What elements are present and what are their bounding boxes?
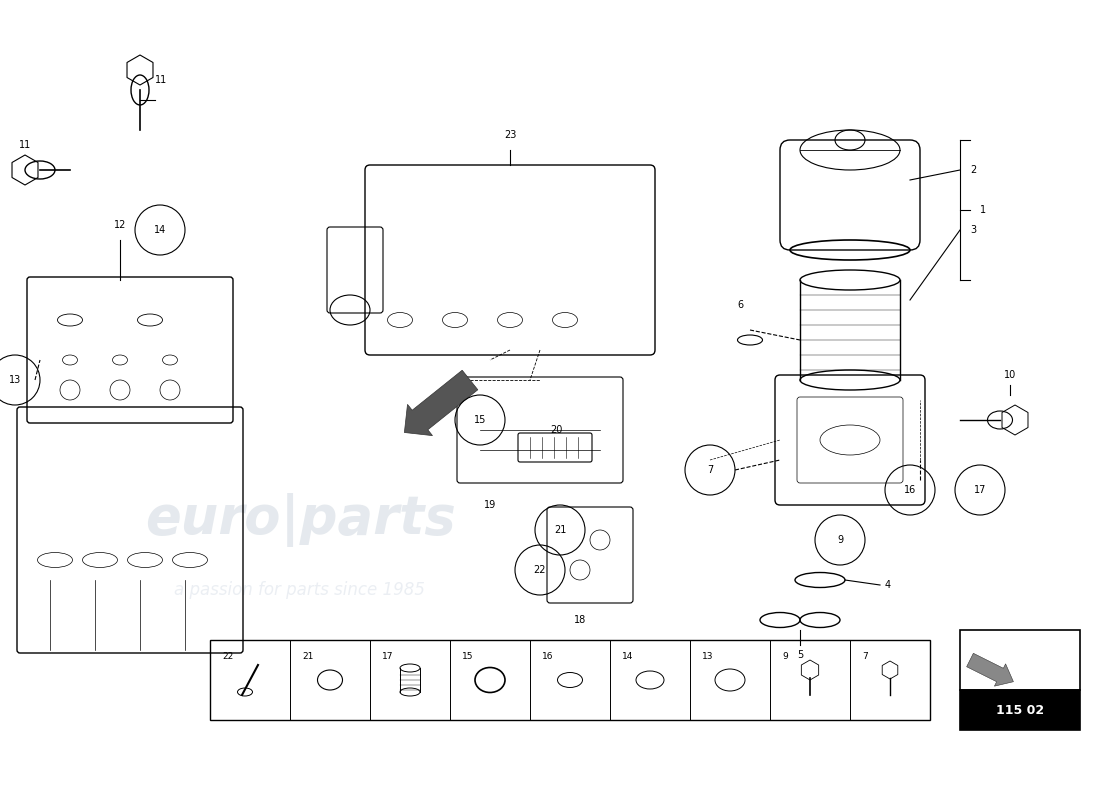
Text: 1: 1 — [980, 205, 986, 215]
Text: 7: 7 — [707, 465, 713, 475]
Text: a passion for parts since 1985: a passion for parts since 1985 — [175, 581, 426, 599]
Bar — [210, 640, 929, 720]
Text: 5: 5 — [796, 650, 803, 660]
Text: 16: 16 — [904, 485, 916, 495]
Text: 23: 23 — [504, 130, 516, 140]
Text: 10: 10 — [1004, 370, 1016, 380]
Bar — [960, 630, 1080, 690]
Text: 18: 18 — [574, 615, 586, 625]
Text: 17: 17 — [974, 485, 987, 495]
Text: euro|parts: euro|parts — [144, 493, 455, 547]
Text: 22: 22 — [222, 652, 233, 661]
Text: 16: 16 — [542, 652, 553, 661]
Text: 14: 14 — [154, 225, 166, 235]
Text: 6: 6 — [737, 300, 744, 310]
Text: 12: 12 — [113, 220, 127, 230]
Bar — [960, 690, 1080, 730]
Text: 13: 13 — [702, 652, 714, 661]
Text: 22: 22 — [534, 565, 547, 575]
Text: 15: 15 — [474, 415, 486, 425]
Text: 13: 13 — [9, 375, 21, 385]
Text: 21: 21 — [302, 652, 313, 661]
Text: 11: 11 — [19, 140, 31, 150]
Text: 20: 20 — [550, 425, 562, 435]
Text: 3: 3 — [970, 225, 976, 235]
Text: 9: 9 — [782, 652, 788, 661]
Text: 4: 4 — [886, 580, 891, 590]
Text: 14: 14 — [621, 652, 634, 661]
Text: 11: 11 — [155, 75, 167, 85]
Text: 115 02: 115 02 — [996, 703, 1044, 717]
Text: 9: 9 — [837, 535, 843, 545]
Text: 7: 7 — [862, 652, 868, 661]
Text: 2: 2 — [970, 165, 977, 175]
Text: 19: 19 — [484, 500, 496, 510]
Text: 17: 17 — [382, 652, 394, 661]
Text: 21: 21 — [553, 525, 566, 535]
Text: 15: 15 — [462, 652, 473, 661]
FancyArrow shape — [405, 370, 477, 436]
FancyArrow shape — [967, 654, 1013, 686]
